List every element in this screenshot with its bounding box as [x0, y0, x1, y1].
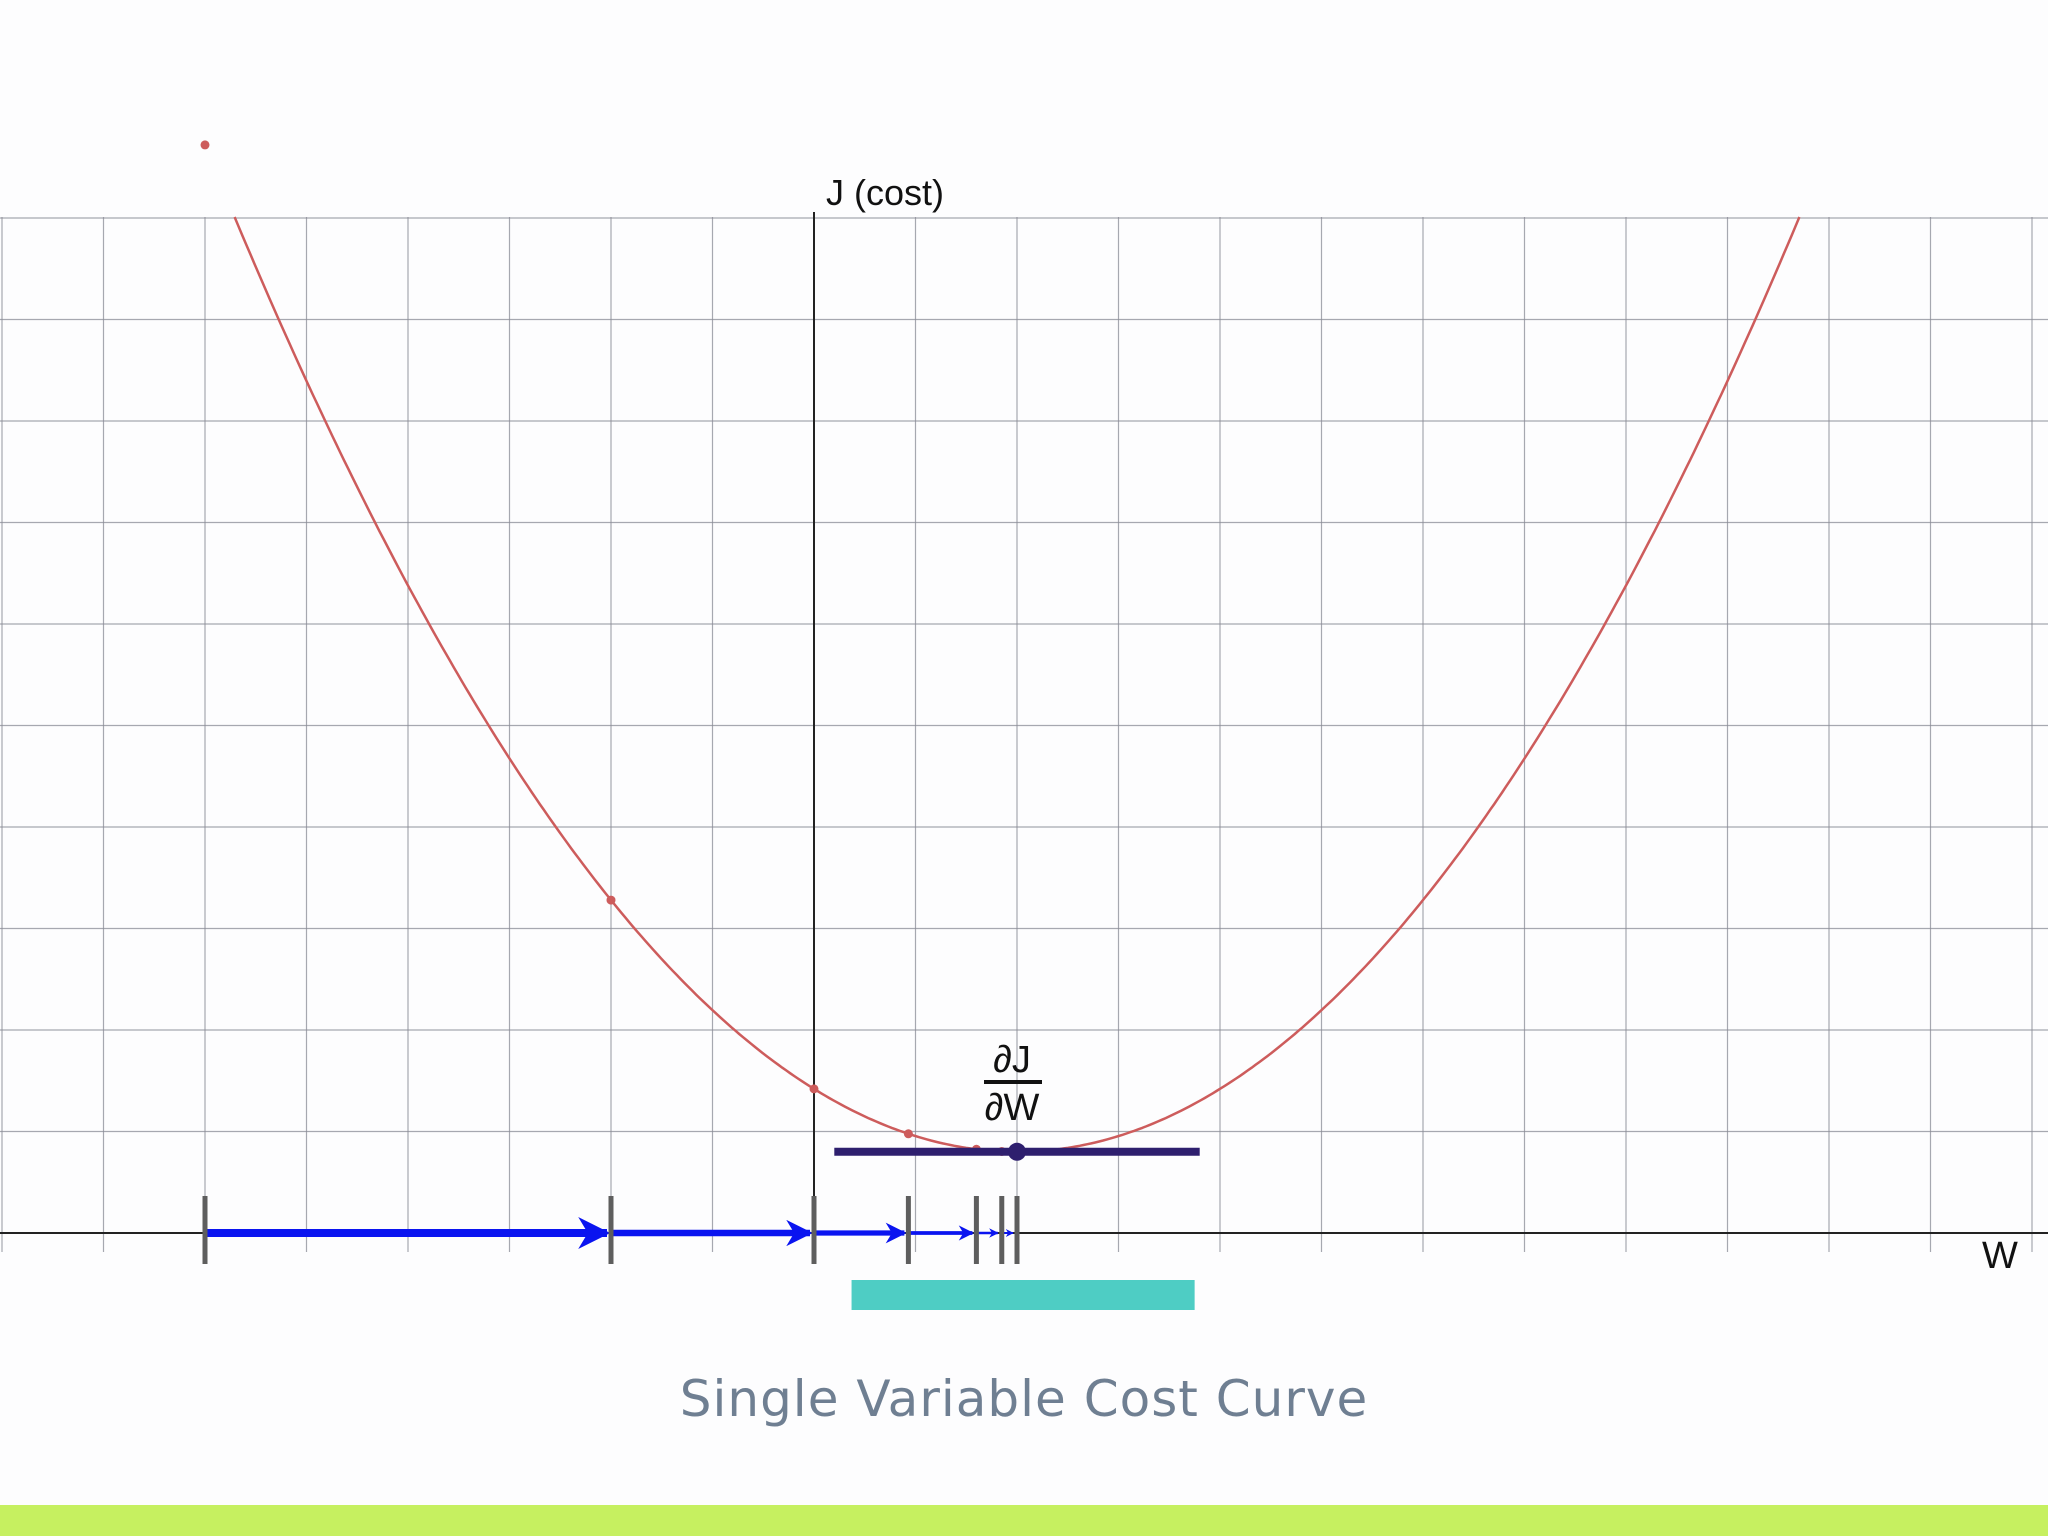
y-axis-label: J (cost)	[826, 172, 944, 213]
highlight-band	[851, 1280, 1195, 1310]
minimum-point	[1008, 1142, 1026, 1161]
derivative-numerator: ∂J	[993, 1039, 1031, 1081]
figure-caption: Single Variable Cost Curve	[679, 1370, 1369, 1428]
derivative-denominator: ∂W	[985, 1087, 1040, 1129]
descent-steps	[202, 1196, 1020, 1264]
curve-point	[809, 1084, 819, 1094]
bottom-accent-bar	[0, 1505, 2048, 1536]
tangent-line	[834, 1142, 1200, 1161]
curve-point	[200, 140, 210, 150]
descent-points	[200, 140, 1007, 1156]
derivative-label: ∂J ∂W	[984, 1039, 1042, 1129]
x-axis-label: W	[1982, 1235, 2018, 1277]
curve-point	[606, 895, 616, 905]
curve-point	[903, 1129, 913, 1139]
